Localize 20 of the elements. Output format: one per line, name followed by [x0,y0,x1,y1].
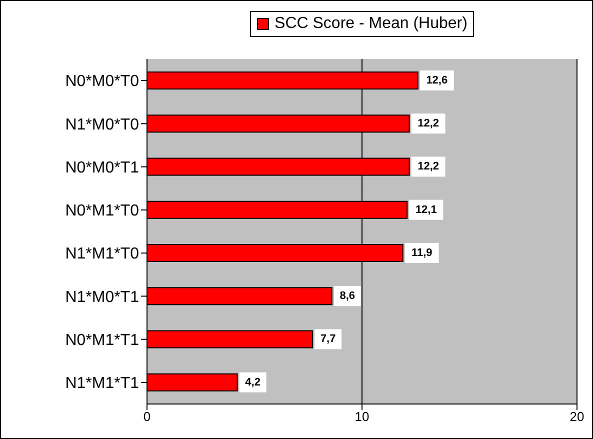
data-label: 8,6 [340,290,356,302]
data-label: 12,2 [418,118,440,130]
x-tick-label: 10 [354,409,370,424]
data-label: 12,1 [415,204,437,216]
x-tick-label: 0 [143,409,151,424]
y-tick-label: N0*M0*T0 [65,73,140,90]
data-label: 12,2 [418,160,440,173]
y-tick-label: N1*M1*T1 [65,375,140,392]
y-tick-label: N1*M1*T0 [65,246,140,263]
data-label: 11,9 [411,246,432,259]
y-tick-label: N0*M1*T0 [65,202,140,220]
data-label: 4,2 [245,376,260,388]
x-tick-label: 20 [570,409,584,424]
y-tick-label: N1*M0*T1 [65,288,140,306]
data-label: 12,6 [426,74,448,86]
y-tick-label: N0*M0*T1 [65,159,140,176]
data-label: 7,7 [320,333,336,346]
y-tick-label: N0*M1*T1 [65,332,140,349]
y-tick-label: N1*M0*T0 [65,116,140,134]
legend-label: SCC Score - Mean (Huber) [274,15,468,33]
